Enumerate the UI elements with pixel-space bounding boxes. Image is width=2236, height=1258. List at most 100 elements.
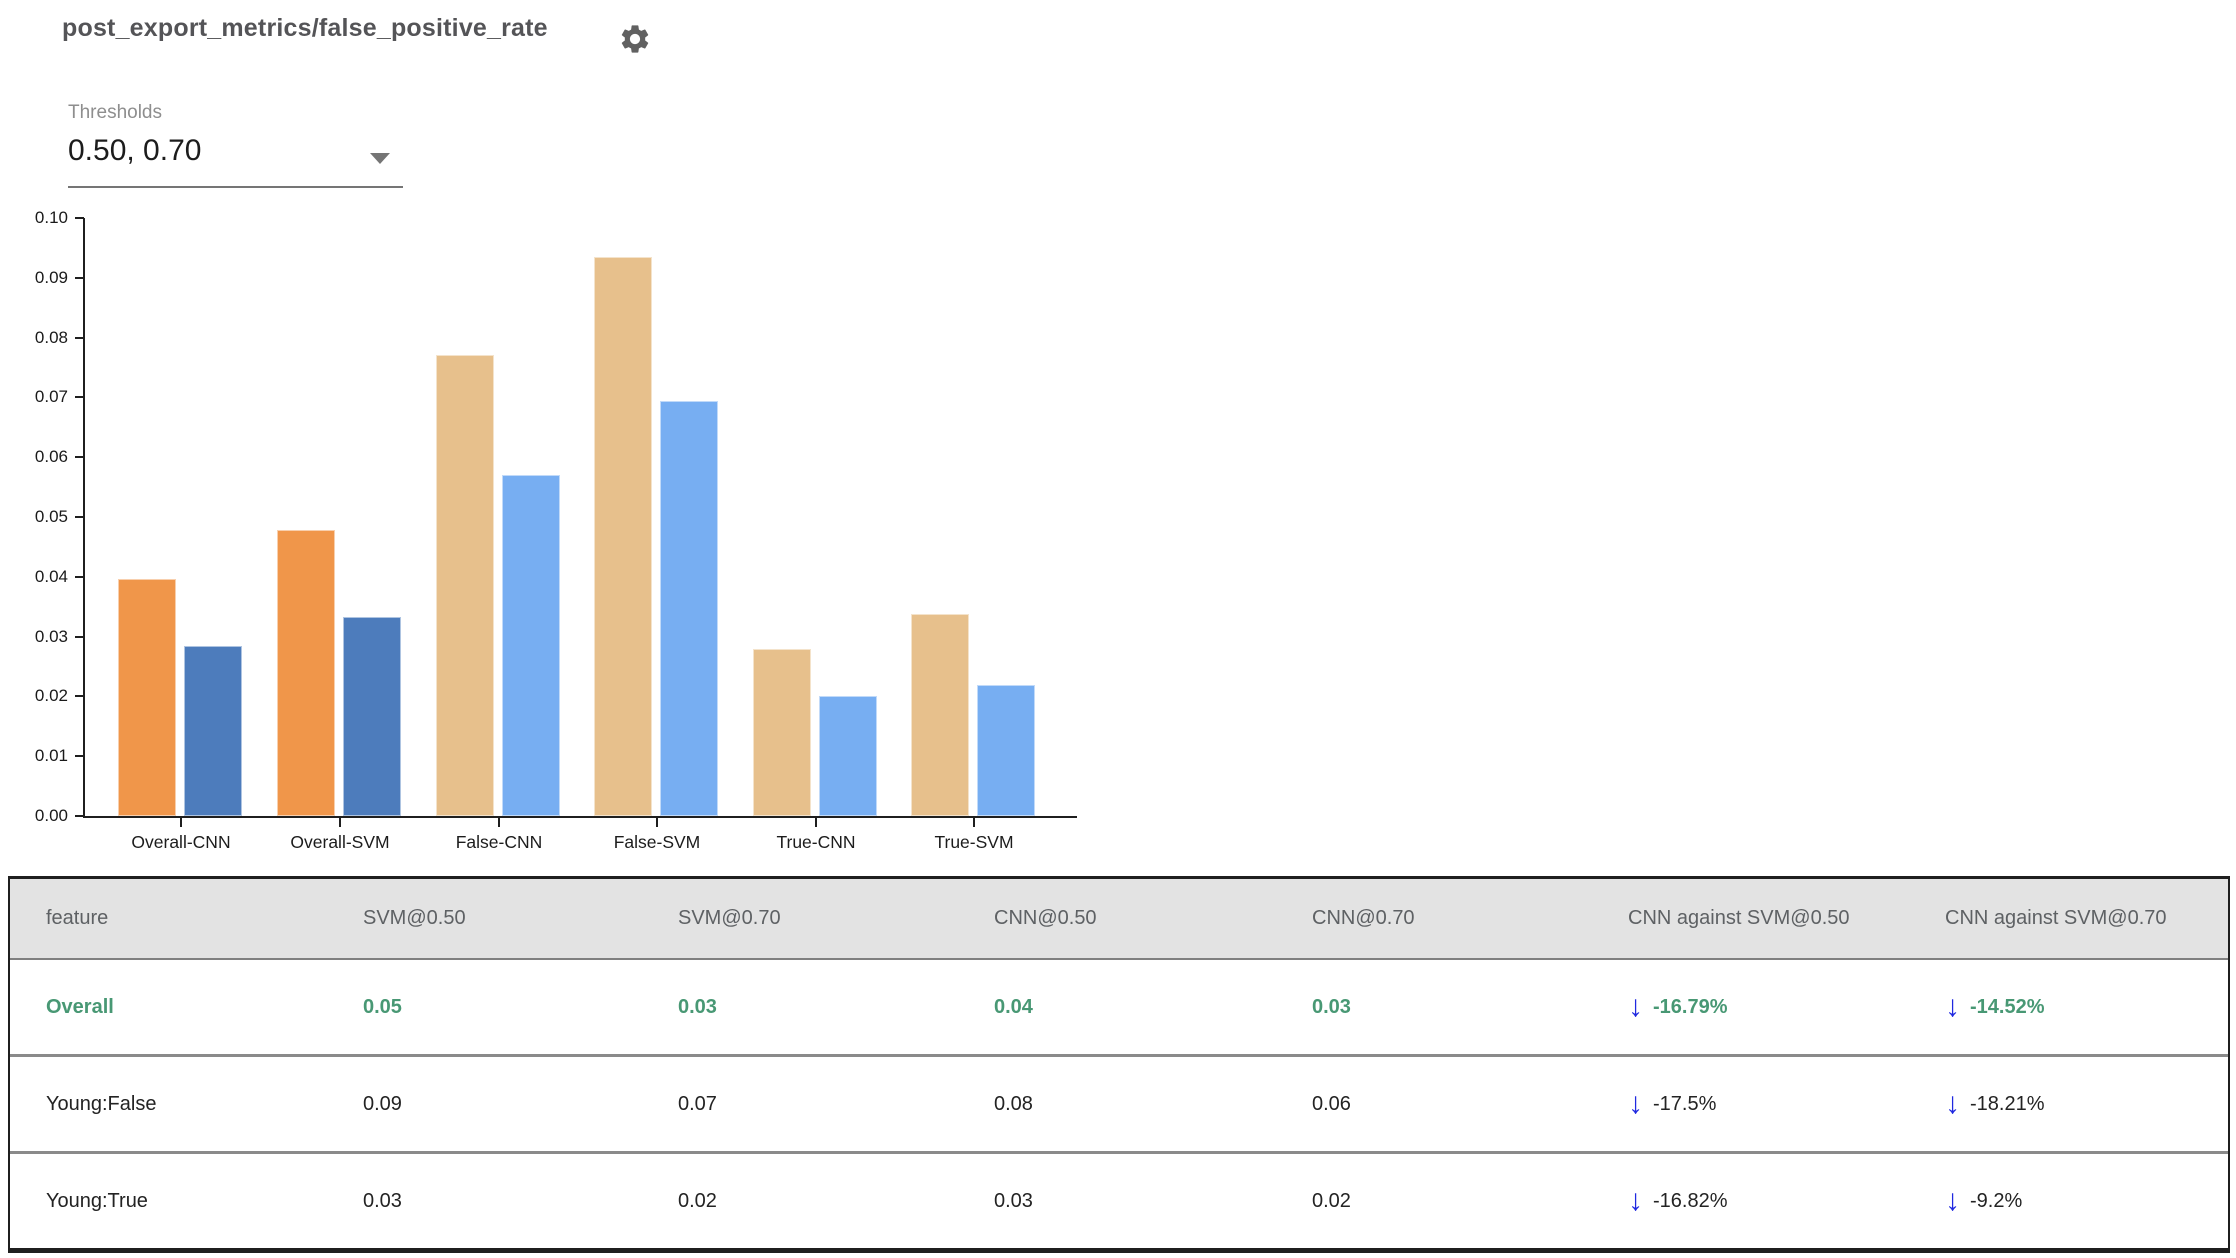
table-row-young-false: Young:False 0.09 0.07 0.08 0.06 ↓ -17.5%… xyxy=(10,1057,2228,1154)
y-axis-tick-label: 0.03 xyxy=(34,626,68,646)
y-axis-tick xyxy=(75,635,84,638)
arrow-down-icon: ↓ xyxy=(1628,990,1643,1023)
x-axis-tick xyxy=(815,818,817,827)
value-cell: 0.03 xyxy=(678,995,717,1018)
y-axis-tick xyxy=(75,456,84,459)
false-positive-rate-bar-chart: 0.00 0.01 0.02 0.03 0.04 0.05 0.06 0.07 0.08 0.09… xyxy=(0,200,1120,880)
column-header-cnn-070: CNN@0.70 xyxy=(1312,907,1415,929)
column-header-cnn-vs-svm-050: CNN against SVM@0.50 xyxy=(1628,907,1850,929)
y-axis-tick-label: 0.06 xyxy=(34,447,68,467)
column-header-cnn-050: CNN@0.50 xyxy=(994,907,1097,929)
y-axis-tick-label: 0.00 xyxy=(34,806,68,825)
value-cell: 0.07 xyxy=(678,1092,717,1115)
y-axis xyxy=(83,218,85,818)
y-axis-tick-label: 0.02 xyxy=(34,686,68,706)
y-axis-tick-label: 0.04 xyxy=(34,566,68,586)
gear-icon xyxy=(621,25,649,53)
bar-False-CNN-threshold0.70 xyxy=(502,475,560,816)
value-cell: 0.03 xyxy=(363,1189,402,1212)
column-header-svm-050: SVM@0.50 xyxy=(363,907,466,929)
table-row-overall: Overall 0.05 0.03 0.04 0.03 ↓ -16.79% ↓ … xyxy=(10,960,2228,1057)
thresholds-label: Thresholds xyxy=(68,102,162,123)
column-header-cnn-vs-svm-070: CNN against SVM@0.70 xyxy=(1945,907,2167,929)
value-cell: 0.03 xyxy=(994,1189,1033,1212)
y-axis-tick xyxy=(75,695,84,698)
value-cell: 0.02 xyxy=(1312,1189,1351,1212)
y-axis-tick-label: 0.10 xyxy=(34,208,68,227)
y-axis-tick xyxy=(75,815,84,817)
page-title: post_export_metrics/false_positive_rate xyxy=(62,14,548,42)
delta-value: -14.52% xyxy=(1970,995,2045,1018)
bar-True-CNN-threshold0.50 xyxy=(753,649,811,816)
y-axis-tick xyxy=(75,575,84,578)
y-axis-tick-label: 0.01 xyxy=(34,746,68,766)
x-axis-tick xyxy=(339,818,341,827)
y-axis-tick-label: 0.07 xyxy=(34,387,68,407)
feature-cell: Young:True xyxy=(46,1189,148,1212)
x-axis-category-label: False-SVM xyxy=(613,832,701,852)
y-axis-tick-label: 0.09 xyxy=(34,267,68,287)
value-cell: 0.06 xyxy=(1312,1092,1351,1115)
delta-value: -16.82% xyxy=(1653,1189,1728,1212)
bar-False-CNN-threshold0.50 xyxy=(436,355,494,816)
delta-value: -9.2% xyxy=(1970,1189,2023,1212)
x-axis xyxy=(83,816,1077,818)
bar-True-SVM-threshold0.50 xyxy=(911,614,969,816)
feature-cell: Overall xyxy=(46,995,114,1018)
bar-True-CNN-threshold0.70 xyxy=(819,696,877,816)
x-axis-tick xyxy=(973,818,975,827)
x-axis-tick xyxy=(180,818,182,827)
delta-cell: ↓ -17.5% xyxy=(1628,1089,1945,1119)
arrow-down-icon: ↓ xyxy=(1628,1087,1643,1120)
column-header-svm-070: SVM@0.70 xyxy=(678,907,781,929)
delta-value: -18.21% xyxy=(1970,1092,2045,1115)
bar-Overall-SVM-threshold0.70 xyxy=(343,617,401,816)
x-axis-category-label: True-CNN xyxy=(776,832,856,852)
bar-Overall-CNN-threshold0.50 xyxy=(118,579,176,816)
x-axis-tick xyxy=(656,818,658,827)
value-cell: 0.05 xyxy=(363,995,402,1018)
value-cell: 0.08 xyxy=(994,1092,1033,1115)
table-row-young-true: Young:True 0.03 0.02 0.03 0.02 ↓ -16.82%… xyxy=(10,1154,2228,1248)
delta-cell: ↓ -18.21% xyxy=(1945,1089,2228,1119)
feature-cell: Young:False xyxy=(46,1092,157,1115)
arrow-down-icon: ↓ xyxy=(1945,1087,1960,1120)
arrow-down-icon: ↓ xyxy=(1628,1184,1643,1217)
thresholds-value: 0.50, 0.70 xyxy=(68,134,202,167)
bar-False-SVM-threshold0.50 xyxy=(594,257,652,816)
y-axis-tick xyxy=(75,516,84,518)
delta-cell: ↓ -9.2% xyxy=(1945,1186,2228,1216)
delta-value: -16.79% xyxy=(1653,995,1728,1018)
y-axis-tick xyxy=(75,396,84,399)
bar-Overall-SVM-threshold0.50 xyxy=(277,530,335,816)
value-cell: 0.04 xyxy=(994,995,1033,1018)
arrow-down-icon: ↓ xyxy=(1945,1184,1960,1217)
y-axis-tick xyxy=(75,276,84,279)
y-axis-tick-label: 0.08 xyxy=(34,327,68,347)
bar-Overall-CNN-threshold0.70 xyxy=(184,646,242,816)
arrow-down-icon: ↓ xyxy=(1945,990,1960,1023)
metrics-table: feature SVM@0.50 SVM@0.70 CNN@0.50 CNN@0… xyxy=(8,876,2230,1253)
dropdown-arrow-icon xyxy=(370,153,390,164)
x-axis-category-label: True-SVM xyxy=(934,832,1014,852)
y-axis-tick xyxy=(75,755,84,758)
delta-value: -17.5% xyxy=(1653,1092,1717,1115)
settings-gear-icon[interactable] xyxy=(618,22,652,56)
table-header-row: feature SVM@0.50 SVM@0.70 CNN@0.50 CNN@0… xyxy=(10,879,2228,960)
bar-True-SVM-threshold0.70 xyxy=(977,685,1035,816)
bar-False-SVM-threshold0.70 xyxy=(660,401,718,816)
column-header-feature: feature xyxy=(46,907,109,929)
y-axis-tick-label: 0.05 xyxy=(34,507,68,526)
delta-cell: ↓ -16.82% xyxy=(1628,1186,1945,1216)
y-axis-tick xyxy=(75,336,84,339)
y-axis-tick xyxy=(75,217,84,219)
delta-cell: ↓ -14.52% xyxy=(1945,992,2228,1022)
value-cell: 0.02 xyxy=(678,1189,717,1212)
x-axis-category-label: Overall-SVM xyxy=(290,832,390,852)
thresholds-select[interactable]: Thresholds 0.50, 0.70 xyxy=(68,102,403,188)
delta-cell: ↓ -16.79% xyxy=(1628,992,1945,1022)
x-axis-category-label: Overall-CNN xyxy=(131,832,231,852)
value-cell: 0.03 xyxy=(1312,995,1351,1018)
x-axis-tick xyxy=(498,818,500,827)
